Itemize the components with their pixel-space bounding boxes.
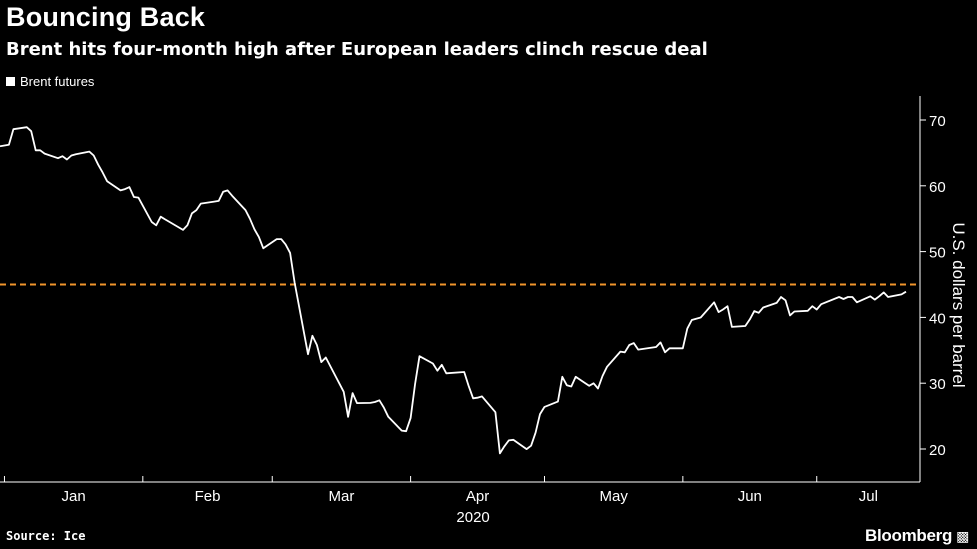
x-tick-label: Jul	[859, 488, 878, 505]
y-tick-label: 60	[929, 179, 946, 196]
legend: Brent futures	[6, 74, 94, 89]
x-tick-label: May	[599, 488, 628, 505]
series-line-brent-futures	[0, 126, 907, 455]
axes: 20 30 40 50 60 70 Jan Feb Mar Apr May Jun Jul 2020	[0, 96, 946, 526]
y-tick-label: 20	[929, 442, 946, 459]
x-tick-label: Apr	[466, 488, 489, 505]
x-tick-label: Jan	[62, 488, 86, 505]
plot-area	[0, 126, 907, 455]
y-tick-label: 50	[929, 245, 946, 262]
legend-swatch	[6, 77, 15, 86]
bloomberg-logo: Bloomberg ▩	[865, 526, 969, 546]
y-tick-label: 70	[929, 113, 946, 130]
y-tick-label: 30	[929, 376, 946, 393]
x-tick-label: Mar	[329, 488, 355, 505]
x-tick-label: Feb	[195, 488, 221, 505]
chart-subtitle: Brent hits four-month high after Europea…	[6, 39, 708, 60]
legend-label: Brent futures	[20, 74, 95, 89]
bloomberg-terminal-icon: ▩	[956, 527, 969, 544]
source-note: Source: Ice	[6, 529, 86, 543]
y-tick-label: 40	[929, 310, 946, 327]
x-tick-label: Jun	[738, 488, 762, 505]
brand-name: Bloomberg	[865, 526, 953, 545]
chart-title: Bouncing Back	[6, 2, 206, 32]
y-axis-label: U.S. dollars per barrel	[949, 222, 968, 388]
year-label: 2020	[456, 509, 489, 526]
